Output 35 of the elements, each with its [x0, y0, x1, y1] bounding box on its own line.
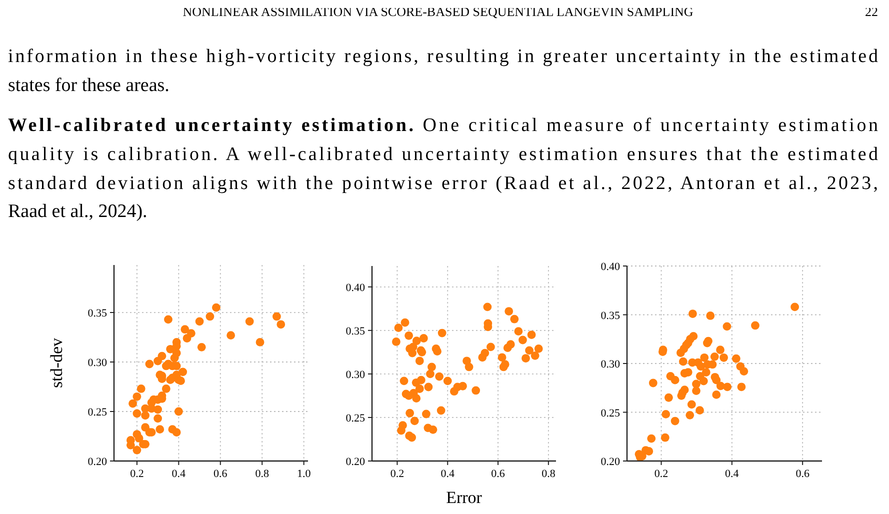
- y-tick-label: 0.40: [600, 261, 620, 273]
- x-tick-label: 0.8: [542, 468, 556, 480]
- y-tick-label: 0.20: [346, 456, 366, 468]
- text: information in these high-vorticity regions, resulting in greater uncertainty in the estimated: [8, 46, 878, 67]
- y-tick-label: 0.25: [88, 406, 108, 419]
- y-tick-label: 0.20: [600, 456, 620, 468]
- text: standard deviation aligns with the pointwise error (Raad et al., 2022, Antoran et al., 2023,: [8, 173, 878, 194]
- x-tick-label: 0.2: [390, 468, 404, 480]
- y-tick-label: 0.35: [346, 325, 366, 338]
- x-tick-label: 0.6: [796, 468, 810, 480]
- y-tick-label: 0.20: [88, 456, 108, 468]
- x-tick-label: 0.6: [491, 468, 506, 480]
- y-tick-label: 0.25: [346, 412, 366, 424]
- x-tick-label: 1.0: [296, 468, 312, 480]
- x-tick-label: 0.6: [214, 468, 228, 480]
- y-tick-label: 0.30: [88, 357, 108, 370]
- text: Raad et al., 2024).: [8, 201, 148, 222]
- x-tick-label: 0.2: [654, 468, 668, 480]
- y-tick-label: 0.30: [600, 358, 620, 370]
- y-tick-label: 0.35: [88, 308, 108, 320]
- y-axis-title: std-dev: [47, 337, 66, 388]
- text: quality is calibration. A well-calibrated uncertainty estimation ensures that the estimated: [8, 144, 878, 165]
- text: Well-calibrated uncertainty estimation.: [8, 115, 414, 136]
- y-tick-label: 0.30: [346, 368, 366, 381]
- text: states for these areas.: [8, 75, 170, 96]
- y-tick-label: 0.40: [346, 282, 366, 294]
- x-axis-title: Error: [446, 488, 482, 507]
- x-tick-label: 0.4: [725, 468, 740, 480]
- y-tick-label: 0.25: [600, 407, 620, 420]
- x-tick-label: 0.2: [130, 468, 144, 480]
- y-tick-label: 0.35: [600, 310, 620, 322]
- x-tick-label: 0.8: [255, 468, 270, 480]
- text: One critical measure of uncertainty estimation: [416, 115, 878, 136]
- x-tick-label: 0.4: [440, 468, 455, 480]
- x-tick-label: 0.4: [172, 468, 186, 480]
